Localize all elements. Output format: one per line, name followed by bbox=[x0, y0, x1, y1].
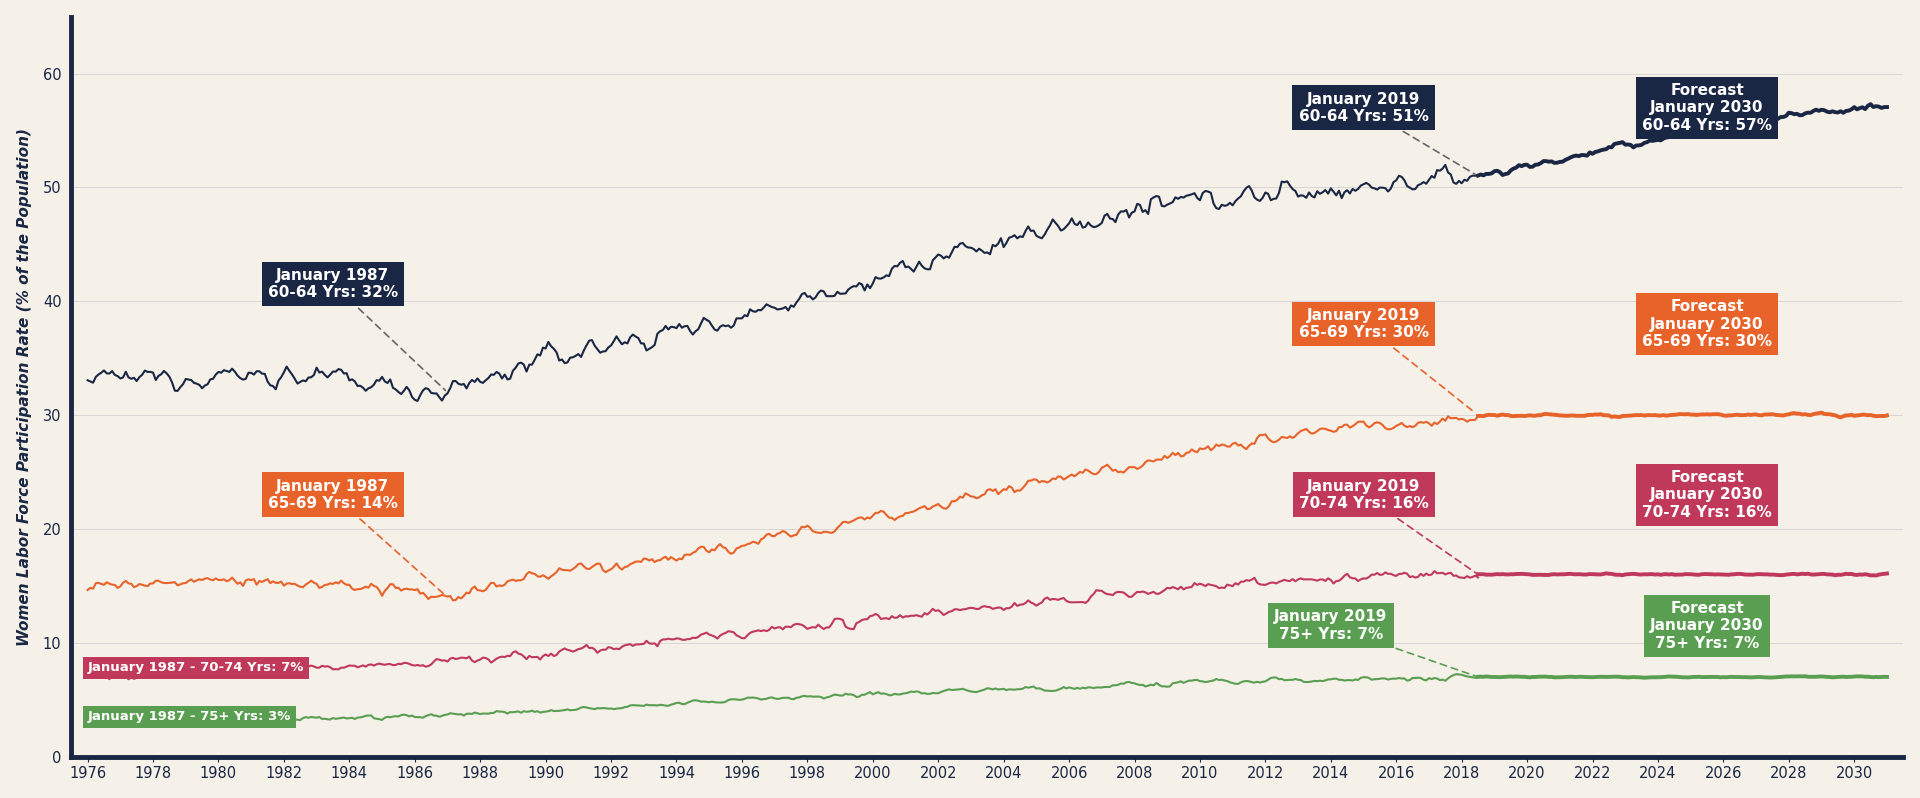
Y-axis label: Women Labor Force Participation Rate (% of the Population): Women Labor Force Participation Rate (% … bbox=[17, 128, 31, 646]
Text: January 1987 - 75+ Yrs: 3%: January 1987 - 75+ Yrs: 3% bbox=[88, 710, 292, 723]
Text: Forecast
January 2030
60-64 Yrs: 57%: Forecast January 2030 60-64 Yrs: 57% bbox=[1642, 83, 1772, 132]
Text: January 2019
70-74 Yrs: 16%: January 2019 70-74 Yrs: 16% bbox=[1298, 479, 1476, 573]
Text: Forecast
January 2030
75+ Yrs: 7%: Forecast January 2030 75+ Yrs: 7% bbox=[1651, 601, 1764, 650]
Text: January 2019
65-69 Yrs: 30%: January 2019 65-69 Yrs: 30% bbox=[1298, 308, 1476, 413]
Text: January 2019
75+ Yrs: 7%: January 2019 75+ Yrs: 7% bbox=[1275, 610, 1475, 676]
Text: January 2019
60-64 Yrs: 51%: January 2019 60-64 Yrs: 51% bbox=[1298, 92, 1476, 175]
Text: Forecast
January 2030
65-69 Yrs: 30%: Forecast January 2030 65-69 Yrs: 30% bbox=[1642, 299, 1772, 349]
Text: January 1987
60-64 Yrs: 32%: January 1987 60-64 Yrs: 32% bbox=[269, 268, 445, 390]
Text: January 1987
65-69 Yrs: 14%: January 1987 65-69 Yrs: 14% bbox=[269, 479, 445, 595]
Text: Forecast
January 2030
70-74 Yrs: 16%: Forecast January 2030 70-74 Yrs: 16% bbox=[1642, 470, 1772, 519]
Text: January 1987 - 70-74 Yrs: 7%: January 1987 - 70-74 Yrs: 7% bbox=[88, 662, 303, 674]
